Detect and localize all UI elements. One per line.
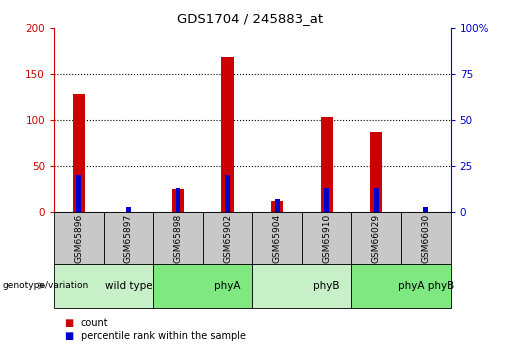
Bar (221, 57, 234, 212)
Bar (274, 199, 280, 212)
Text: count: count (81, 318, 109, 327)
Bar (271, 201, 283, 212)
Text: ■: ■ (64, 318, 74, 327)
Bar (324, 188, 329, 212)
Bar (252, 212, 302, 264)
Text: phyA: phyA (214, 281, 241, 291)
Bar (320, 117, 333, 212)
Bar (176, 188, 180, 212)
Bar (401, 212, 451, 264)
Bar (203, 212, 252, 264)
Text: GSM66030: GSM66030 (421, 214, 431, 263)
Bar (172, 189, 184, 212)
Text: GSM66029: GSM66029 (372, 214, 381, 263)
Text: GSM65904: GSM65904 (272, 214, 282, 263)
Bar (73, 94, 85, 212)
Text: percentile rank within the sample: percentile rank within the sample (81, 332, 246, 341)
Text: GSM65910: GSM65910 (322, 214, 331, 263)
Text: GDS1704 / 245883_at: GDS1704 / 245883_at (177, 12, 323, 25)
Bar (126, 207, 131, 212)
Text: wild type: wild type (105, 281, 152, 291)
Text: phyA phyB: phyA phyB (398, 281, 454, 291)
Bar (423, 207, 428, 212)
Bar (153, 264, 252, 308)
Bar (351, 212, 401, 264)
Bar (225, 175, 230, 212)
Text: GSM65898: GSM65898 (174, 214, 182, 263)
Text: ■: ■ (64, 332, 74, 341)
Bar (153, 212, 203, 264)
Bar (54, 264, 153, 308)
Bar (76, 175, 81, 212)
Bar (54, 212, 104, 264)
Bar (374, 188, 379, 212)
Text: genotype/variation: genotype/variation (3, 281, 89, 290)
Text: phyB: phyB (314, 281, 340, 291)
Text: GSM65902: GSM65902 (223, 214, 232, 263)
Bar (370, 132, 383, 212)
Text: GSM65897: GSM65897 (124, 214, 133, 263)
Text: GSM65896: GSM65896 (74, 214, 83, 263)
Bar (104, 212, 153, 264)
Bar (351, 264, 451, 308)
Bar (252, 264, 351, 308)
Bar (302, 212, 352, 264)
